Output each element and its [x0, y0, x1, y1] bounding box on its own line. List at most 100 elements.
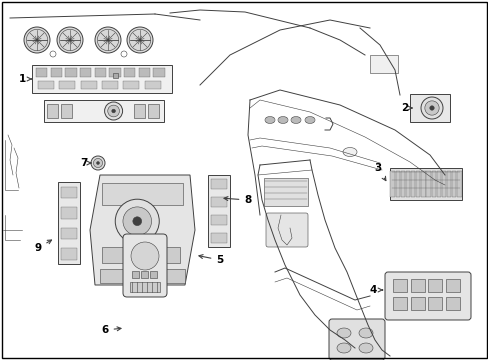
Circle shape [112, 109, 115, 113]
Bar [58, 182, 80, 264]
Bar [153, 68, 164, 77]
Text: 1: 1 [19, 74, 31, 84]
Text: 9: 9 [34, 240, 51, 253]
Bar [59, 81, 75, 89]
Bar [80, 68, 91, 77]
Circle shape [91, 156, 105, 170]
Bar [445, 279, 459, 292]
Bar [210, 197, 227, 207]
Circle shape [424, 101, 438, 115]
Ellipse shape [131, 242, 159, 270]
Text: 6: 6 [101, 325, 121, 335]
FancyBboxPatch shape [123, 234, 167, 297]
Bar [210, 215, 227, 225]
Bar [451, 171, 455, 197]
Bar [409, 279, 424, 292]
Bar [124, 68, 135, 77]
Bar [95, 68, 106, 77]
Ellipse shape [290, 117, 301, 123]
Bar [132, 271, 139, 278]
Bar [130, 282, 160, 292]
Bar [426, 171, 430, 197]
FancyBboxPatch shape [328, 319, 384, 360]
Bar [389, 168, 461, 200]
FancyBboxPatch shape [384, 272, 470, 320]
Circle shape [57, 27, 83, 53]
Bar [409, 94, 449, 122]
Bar [144, 81, 161, 89]
Bar [61, 207, 77, 219]
Bar [436, 171, 440, 197]
Bar [395, 171, 399, 197]
FancyBboxPatch shape [265, 213, 307, 247]
Bar [264, 178, 307, 206]
Ellipse shape [278, 117, 287, 123]
Bar [102, 247, 124, 262]
Bar [410, 171, 414, 197]
Bar [102, 81, 118, 89]
Bar [61, 228, 77, 239]
Bar [158, 247, 180, 262]
Bar [38, 81, 54, 89]
Circle shape [95, 27, 121, 53]
Circle shape [122, 207, 151, 235]
Circle shape [115, 199, 159, 243]
Bar [207, 175, 229, 247]
Bar [456, 171, 461, 197]
Circle shape [93, 158, 102, 167]
Bar [134, 104, 145, 118]
Bar [431, 171, 435, 197]
Ellipse shape [305, 117, 314, 123]
Polygon shape [90, 175, 195, 285]
Ellipse shape [358, 343, 372, 353]
Ellipse shape [342, 148, 356, 157]
Circle shape [24, 27, 50, 53]
Bar [139, 68, 150, 77]
Bar [369, 55, 397, 73]
Circle shape [127, 27, 153, 53]
Circle shape [420, 97, 442, 119]
Bar [392, 279, 407, 292]
Circle shape [104, 102, 122, 120]
Bar [445, 297, 459, 310]
Bar [409, 297, 424, 310]
Bar [32, 65, 172, 93]
Text: 5: 5 [199, 255, 223, 265]
Bar [51, 68, 62, 77]
Bar [441, 171, 445, 197]
Bar [130, 247, 152, 262]
Bar [102, 183, 183, 205]
Bar [148, 104, 159, 118]
Bar [150, 271, 157, 278]
Bar [405, 171, 409, 197]
Text: 8: 8 [224, 195, 251, 205]
Bar [210, 233, 227, 243]
Bar [389, 171, 394, 197]
Bar [61, 187, 77, 198]
Circle shape [429, 106, 433, 110]
Text: 3: 3 [374, 163, 385, 181]
Bar [113, 73, 118, 78]
Bar [36, 68, 47, 77]
Text: 7: 7 [80, 158, 91, 168]
Text: 4: 4 [368, 285, 382, 295]
Ellipse shape [358, 328, 372, 338]
Circle shape [133, 217, 142, 226]
Bar [415, 171, 420, 197]
Bar [400, 171, 404, 197]
Bar [65, 68, 77, 77]
Bar [109, 68, 121, 77]
Bar [100, 269, 184, 283]
Bar [44, 100, 163, 122]
Bar [123, 81, 139, 89]
Bar [392, 297, 407, 310]
Circle shape [107, 105, 119, 117]
Bar [47, 104, 58, 118]
Bar [446, 171, 450, 197]
Ellipse shape [336, 328, 350, 338]
Bar [420, 171, 425, 197]
Bar [427, 297, 442, 310]
Ellipse shape [336, 343, 350, 353]
Bar [427, 279, 442, 292]
Ellipse shape [264, 117, 274, 123]
